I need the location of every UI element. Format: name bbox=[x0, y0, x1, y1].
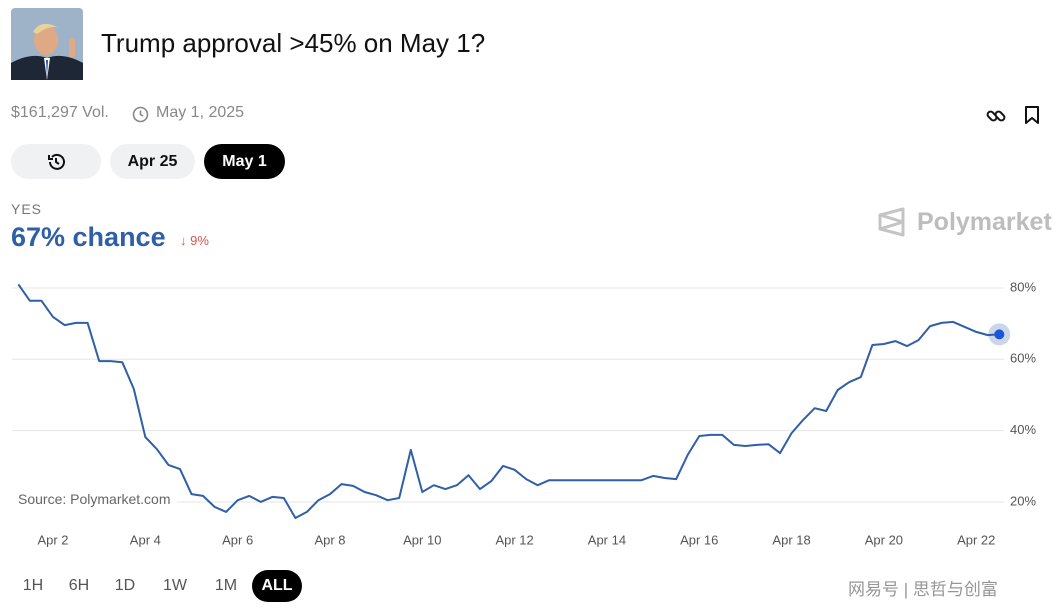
y-tick-label: 60% bbox=[1010, 351, 1036, 366]
range-button[interactable]: 1H bbox=[22, 577, 44, 594]
history-icon bbox=[48, 153, 65, 170]
range-button[interactable]: 1W bbox=[163, 577, 187, 594]
x-tick-label: Apr 16 bbox=[680, 532, 718, 547]
outcome-label: YES bbox=[11, 201, 43, 217]
source: Source: Polymarket.com bbox=[12, 488, 177, 510]
clock-icon bbox=[132, 106, 149, 123]
range-button[interactable]: ALL bbox=[252, 570, 302, 602]
watermark: 网易号 | 思哲与创富 bbox=[848, 580, 998, 599]
market-avatar bbox=[11, 8, 83, 80]
change: ↓ 9% bbox=[180, 233, 209, 248]
current-point bbox=[994, 329, 1005, 340]
volume: $161,297 Vol. bbox=[11, 104, 109, 121]
chance: 67% chance bbox=[11, 222, 166, 252]
x-tick-label: Apr 8 bbox=[314, 532, 345, 547]
date-tab[interactable]: Apr 25 bbox=[110, 144, 195, 179]
date-tab[interactable]: May 1 bbox=[204, 144, 285, 179]
market-title: Trump approval >45% on May 1? bbox=[101, 28, 486, 58]
history-tab[interactable] bbox=[11, 144, 101, 179]
x-tick-label: Apr 18 bbox=[772, 532, 810, 547]
x-tick-label: Apr 2 bbox=[37, 532, 68, 547]
x-tick-label: Apr 6 bbox=[222, 532, 253, 547]
brand: Polymarket bbox=[917, 208, 1052, 236]
y-tick-label: 20% bbox=[1010, 493, 1036, 508]
x-tick-label: Apr 12 bbox=[495, 532, 533, 547]
y-tick-label: 40% bbox=[1010, 422, 1036, 437]
price-line bbox=[17, 283, 1000, 519]
bookmark-button[interactable] bbox=[1023, 105, 1041, 125]
link-button[interactable] bbox=[985, 105, 1007, 127]
x-tick-label: Apr 22 bbox=[957, 532, 995, 547]
range-button[interactable]: 1D bbox=[114, 577, 136, 594]
y-tick-label: 80% bbox=[1010, 279, 1036, 294]
x-tick-label: Apr 20 bbox=[865, 532, 903, 547]
end-date: May 1, 2025 bbox=[156, 104, 245, 121]
x-tick-label: Apr 10 bbox=[403, 532, 441, 547]
x-tick-label: Apr 14 bbox=[588, 532, 626, 547]
change-value: 9% bbox=[190, 233, 209, 248]
range-button[interactable]: 6H bbox=[68, 577, 90, 594]
range-button[interactable]: 1M bbox=[214, 577, 238, 594]
brand-logo bbox=[878, 207, 905, 237]
x-tick-label: Apr 4 bbox=[130, 532, 161, 547]
